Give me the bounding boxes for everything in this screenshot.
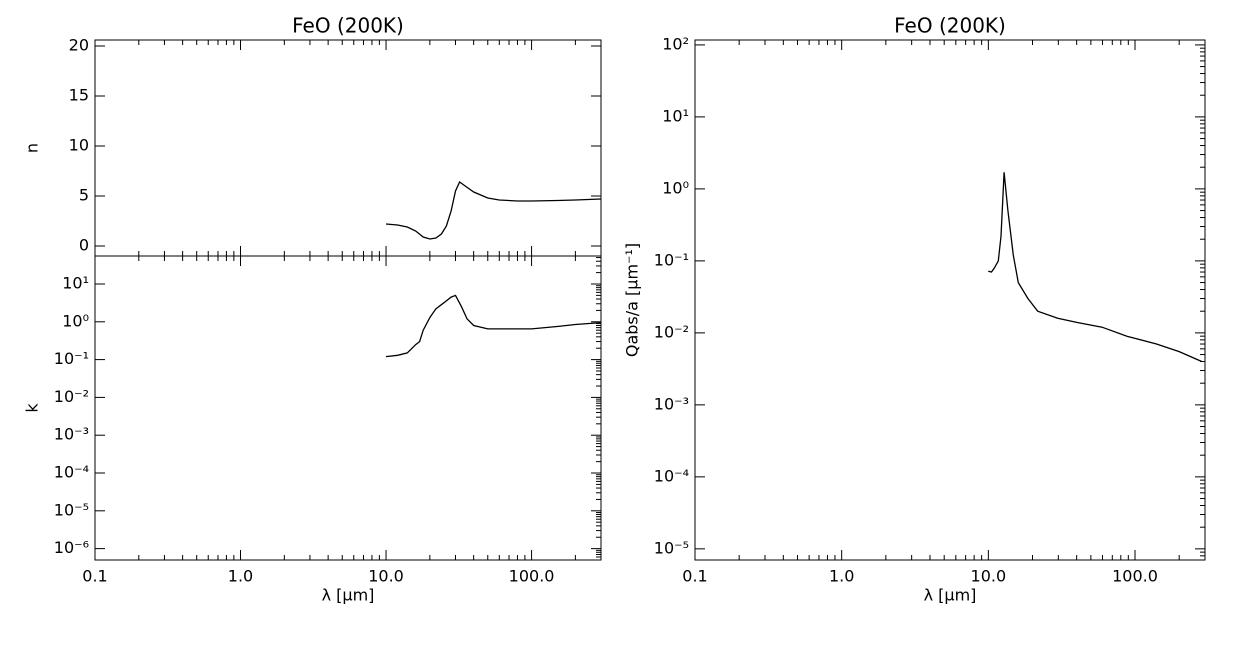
- y-tick-label: 10¹: [662, 106, 689, 125]
- y-tick-label: 15: [69, 86, 89, 105]
- x-tick-label: 100.0: [1112, 567, 1158, 586]
- plot-frame: [694, 39, 1206, 561]
- x-axis-label: λ [μm]: [322, 586, 375, 605]
- y-tick-label: 10⁰: [662, 178, 689, 197]
- y-tick-label: 20: [69, 36, 89, 55]
- plot-frame: [94, 255, 602, 561]
- y-tick-label: 10⁻⁵: [54, 500, 89, 519]
- y-tick-label: 10⁻⁵: [654, 538, 689, 557]
- y-tick-label: 10: [69, 136, 89, 155]
- x-tick-label: 1.0: [829, 567, 854, 586]
- y-tick-label: 10⁻¹: [54, 349, 89, 368]
- x-tick-label: 1.0: [228, 567, 253, 586]
- plot-frame: [94, 39, 602, 257]
- y-axis-label: Qabs/a [μm⁻¹]: [623, 243, 642, 357]
- y-tick-label: 10¹: [62, 273, 89, 292]
- x-tick-label: 0.1: [82, 567, 107, 586]
- data-line: [385, 294, 602, 358]
- data-line: [385, 181, 602, 240]
- y-tick-label: 10⁻²: [54, 387, 89, 406]
- y-tick-label: 10⁻³: [654, 394, 689, 413]
- y-tick-label: 10⁻²: [654, 322, 689, 341]
- x-axis-label: λ [μm]: [924, 586, 977, 605]
- y-tick-label: 10⁻⁶: [54, 538, 89, 557]
- chart-title: FeO (200K): [894, 14, 1006, 38]
- x-tick-label: 10.0: [971, 567, 1007, 586]
- x-tick-label: 100.0: [509, 567, 555, 586]
- y-tick-label: 10⁻¹: [654, 250, 689, 269]
- y-axis-label: k: [23, 403, 42, 413]
- x-tick-label: 0.1: [682, 567, 707, 586]
- y-tick-label: 5: [79, 186, 89, 205]
- y-tick-label: 10⁰: [62, 311, 89, 330]
- y-tick-label: 10²: [662, 34, 689, 53]
- y-tick-label: 10⁻⁴: [54, 463, 89, 482]
- y-tick-label: 0: [79, 236, 89, 255]
- y-tick-label: 10⁻³: [54, 425, 89, 444]
- x-tick-label: 10.0: [368, 567, 404, 586]
- y-tick-label: 10⁻⁴: [654, 466, 689, 485]
- y-axis-label: n: [23, 143, 42, 153]
- chart-title: FeO (200K): [292, 14, 404, 38]
- data-line: [988, 172, 1202, 363]
